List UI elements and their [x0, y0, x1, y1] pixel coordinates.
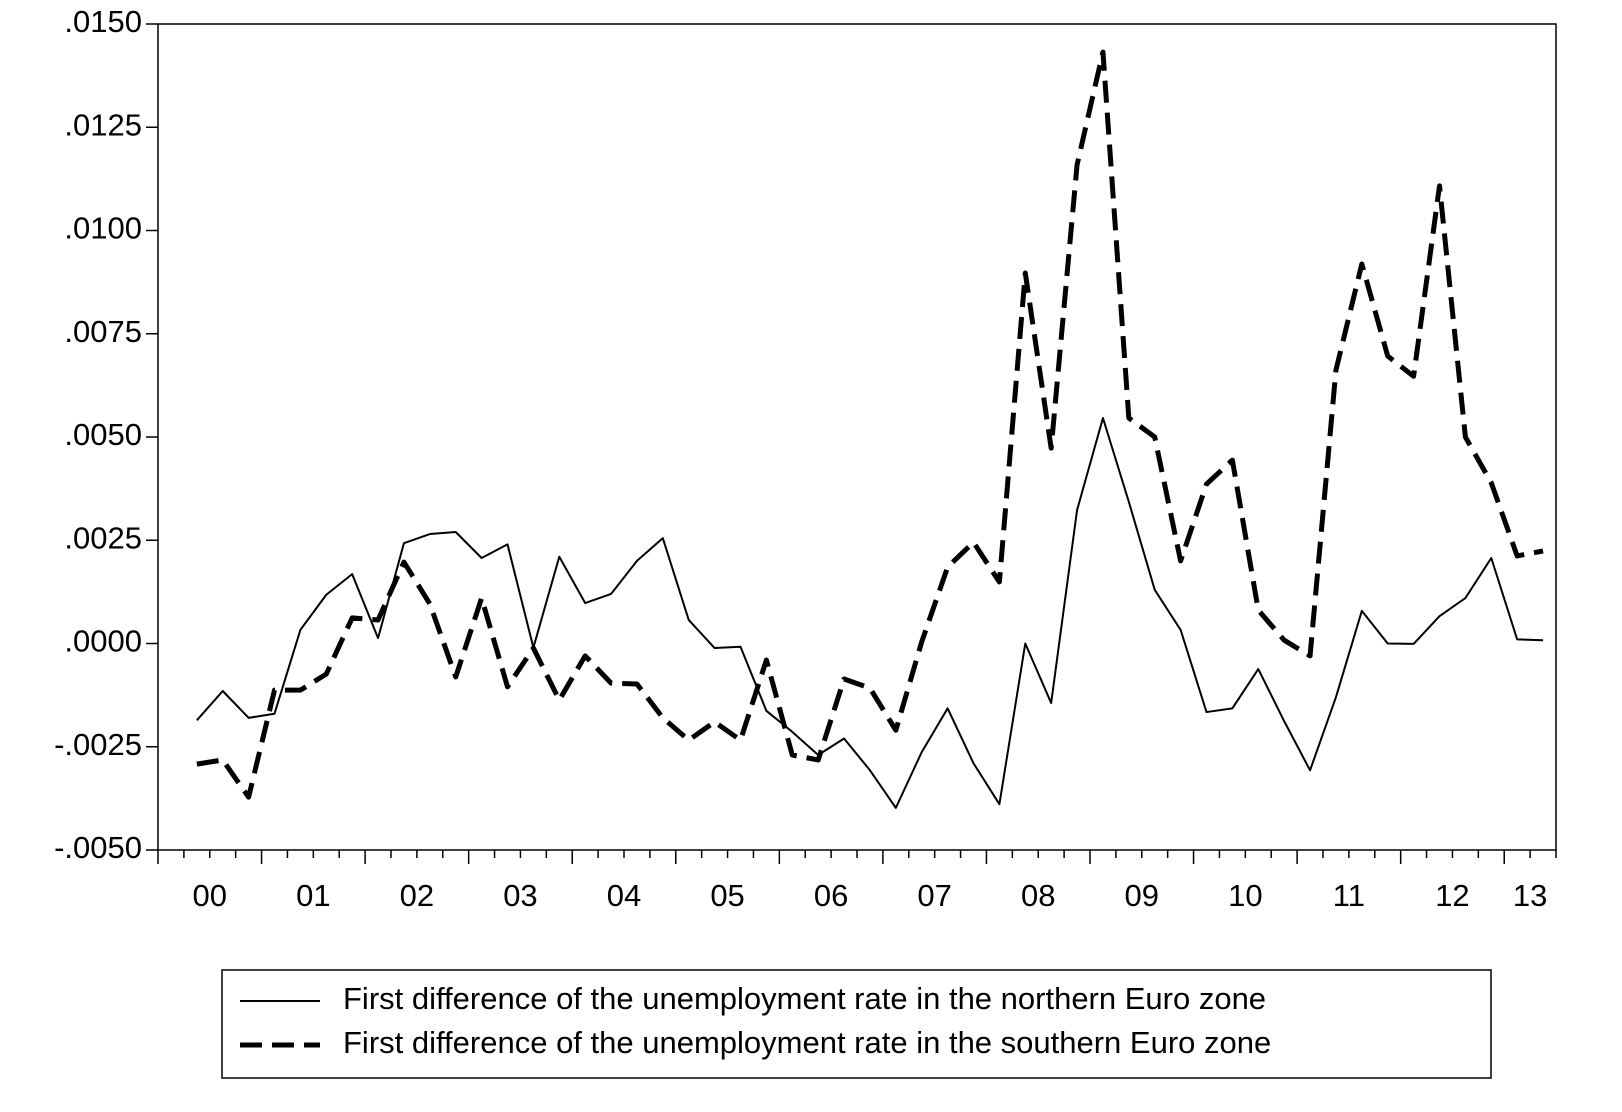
y-tick-label: .0025: [64, 520, 142, 555]
x-tick-label: 03: [503, 878, 537, 913]
x-tick-label: 06: [814, 878, 848, 913]
x-tick-label: 05: [710, 878, 744, 913]
y-tick-label: .0100: [64, 211, 142, 246]
x-tick-label: 13: [1513, 878, 1547, 913]
x-tick-label: 00: [193, 878, 227, 913]
y-tick-label: .0150: [64, 4, 142, 39]
y-tick-label: .0075: [64, 314, 142, 349]
legend-label: First difference of the unemployment rat…: [343, 1025, 1271, 1060]
plot-frame: [157, 23, 1557, 851]
series-line: [196, 417, 1544, 809]
y-tick-label: .0050: [64, 417, 142, 452]
x-tick-label: 08: [1021, 878, 1055, 913]
legend-box: [221, 969, 1492, 1079]
x-tick-label: 07: [917, 878, 951, 913]
x-tick-label: 10: [1228, 878, 1262, 913]
x-tick-label: 01: [296, 878, 330, 913]
x-tick-label: 04: [607, 878, 641, 913]
y-tick-label: -.0025: [54, 727, 142, 762]
legend-label: First difference of the unemployment rat…: [343, 981, 1266, 1016]
series-line: [196, 49, 1544, 800]
x-tick-label: 11: [1333, 878, 1365, 913]
x-tick-label: 02: [400, 878, 434, 913]
y-tick-label: .0125: [64, 107, 142, 142]
x-tick-label: 12: [1435, 878, 1469, 913]
x-tick-label: 09: [1125, 878, 1159, 913]
y-tick-label: .0000: [64, 624, 142, 659]
y-tick-label: -.0050: [54, 830, 142, 865]
